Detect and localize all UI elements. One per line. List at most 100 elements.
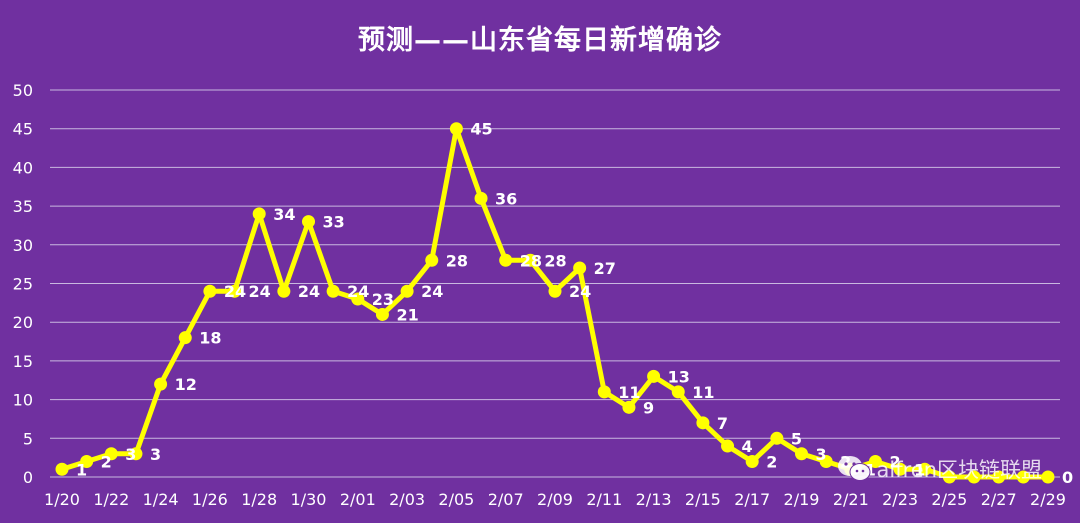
data-label: 24 <box>249 282 271 301</box>
x-tick-label: 1/20 <box>44 490 80 509</box>
data-point <box>795 447 808 461</box>
data-label: 1 <box>76 460 87 479</box>
data-point <box>228 284 242 298</box>
y-tick-label: 30 <box>13 236 33 255</box>
watermark: alfren区块链联盟 <box>837 454 1043 484</box>
data-point <box>868 455 882 469</box>
data-label: 24 <box>298 282 320 301</box>
data-point <box>770 431 784 445</box>
data-point <box>721 439 735 453</box>
y-tick-label: 10 <box>13 391 33 410</box>
data-label: 3 <box>816 445 827 464</box>
data-point <box>745 455 759 469</box>
x-tick-label: 2/01 <box>340 490 376 509</box>
data-point <box>400 284 414 298</box>
data-point <box>696 416 710 430</box>
data-label: 3 <box>125 445 136 464</box>
data-label: 2 <box>766 453 777 472</box>
data-label: 12 <box>175 375 197 394</box>
x-tick-label: 2/23 <box>882 490 918 509</box>
data-label: 11 <box>692 383 714 402</box>
y-tick-label: 20 <box>13 313 33 332</box>
data-point <box>992 470 1006 484</box>
data-point <box>129 447 143 461</box>
data-label: 33 <box>323 213 345 232</box>
data-point <box>449 122 463 136</box>
data-point <box>918 462 932 476</box>
data-label: 1 <box>865 460 876 479</box>
data-point <box>203 284 217 298</box>
data-label: 13 <box>668 367 690 386</box>
data-point <box>351 292 365 306</box>
x-tick-label: 2/07 <box>488 490 524 509</box>
y-tick-label: 0 <box>23 468 33 487</box>
x-tick-label: 2/15 <box>685 490 721 509</box>
x-tick-label: 1/24 <box>143 490 179 509</box>
data-label: 11 <box>618 383 640 402</box>
data-point <box>622 400 636 414</box>
data-point <box>819 455 833 469</box>
x-tick-label: 2/05 <box>438 490 474 509</box>
x-tick-label: 2/17 <box>734 490 770 509</box>
data-label: 45 <box>470 120 492 139</box>
data-label: 24 <box>224 282 246 301</box>
y-tick-label: 40 <box>13 158 33 177</box>
data-point <box>1016 470 1030 484</box>
data-label: 0 <box>1062 468 1073 487</box>
x-tick-label: 2/19 <box>784 490 820 509</box>
data-label: 24 <box>347 282 369 301</box>
data-label: 34 <box>273 205 295 224</box>
wechat-icon <box>837 456 870 481</box>
y-tick-label: 5 <box>23 429 33 448</box>
data-point <box>104 447 118 461</box>
data-point <box>893 462 907 476</box>
data-label: 9 <box>643 398 654 417</box>
data-label: 1 <box>914 460 925 479</box>
x-tick-label: 1/26 <box>192 490 228 509</box>
data-label: 4 <box>742 437 753 456</box>
data-point <box>302 215 315 229</box>
data-label: 2 <box>889 453 900 472</box>
x-tick-label: 1/28 <box>241 490 277 509</box>
data-label: 3 <box>150 445 161 464</box>
data-point <box>277 284 291 298</box>
data-point <box>573 261 587 275</box>
data-label: 27 <box>594 259 616 278</box>
data-label: 24 <box>569 282 591 301</box>
data-point <box>326 284 340 298</box>
data-point <box>548 284 562 298</box>
data-point <box>178 331 192 345</box>
data-label: 2 <box>101 453 112 472</box>
data-point <box>375 307 389 321</box>
data-label: 7 <box>717 414 728 433</box>
data-point <box>597 385 611 399</box>
x-tick-label: 2/11 <box>586 490 622 509</box>
data-point <box>647 369 661 383</box>
y-tick-label: 15 <box>13 352 33 371</box>
x-tick-label: 2/13 <box>636 490 672 509</box>
data-point <box>252 207 266 221</box>
data-point <box>942 470 956 484</box>
y-tick-label: 45 <box>13 120 33 139</box>
data-point <box>474 191 488 205</box>
y-tick-label: 25 <box>13 275 33 294</box>
data-point <box>967 470 981 484</box>
data-point <box>499 253 513 267</box>
data-label: 21 <box>396 305 418 324</box>
data-point <box>671 385 685 399</box>
series-line <box>59 126 1051 480</box>
x-tick-label: 2/25 <box>931 490 967 509</box>
data-point <box>523 253 537 267</box>
data-label: 24 <box>421 282 443 301</box>
data-point <box>1041 470 1055 484</box>
data-label: 28 <box>520 251 542 270</box>
x-tick-label: 2/21 <box>833 490 869 509</box>
chart-title: 预测——山东省每日新增确诊 <box>358 25 722 56</box>
watermark-text: alfren区块链联盟 <box>876 458 1043 482</box>
data-label: 23 <box>372 290 394 309</box>
data-label: 36 <box>495 189 517 208</box>
data-point <box>80 455 94 469</box>
x-tick-label: 1/22 <box>93 490 129 509</box>
